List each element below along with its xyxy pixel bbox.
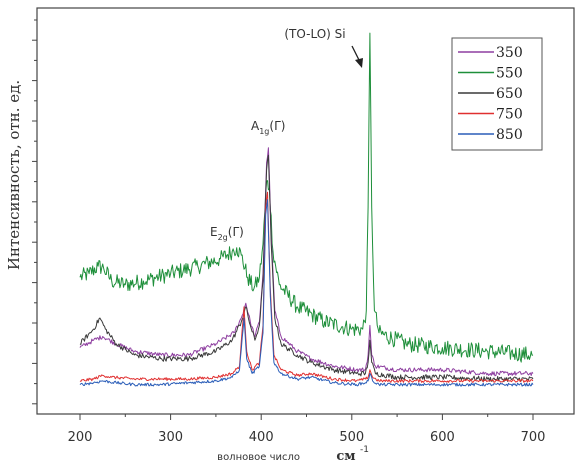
x-axis-unit: см <box>336 449 355 464</box>
series-line-650 <box>79 154 534 383</box>
x-tick-label: 600 <box>430 430 455 445</box>
x-tick-label: 400 <box>249 430 274 445</box>
series-line-550 <box>79 32 534 363</box>
series-layer <box>79 32 534 387</box>
x-tick-label: 300 <box>158 430 183 445</box>
annotation-e2g-sub: 2g <box>218 233 228 242</box>
annotation-e2g-main: E <box>210 225 218 239</box>
x-tick-label: 500 <box>339 430 364 445</box>
annotation-to-lo-si: (TO-LO) Si <box>284 27 345 41</box>
x-tick-label: 700 <box>521 430 546 445</box>
y-axis-label: Интенсивность, отн. ед. <box>5 80 23 270</box>
x-axis-label: волновое число <box>217 452 300 463</box>
axes-layer: 200 300 400 500 600 700 <box>32 7 575 445</box>
annotation-e2g-tail: (Γ) <box>228 225 244 239</box>
series-line-350 <box>79 147 534 377</box>
series-line-750 <box>79 191 534 383</box>
legend-label-650: 650 <box>496 86 523 102</box>
annotation-arrowhead <box>355 58 363 68</box>
legend-box <box>451 37 543 151</box>
series-line-850 <box>79 199 534 387</box>
legend-label-750: 750 <box>496 107 523 123</box>
x-axis-unit-exp: -1 <box>360 445 369 455</box>
annotation-e2g: E2g(Γ) <box>210 225 244 242</box>
x-tick-label: 200 <box>68 430 93 445</box>
label-layer: Интенсивность, отн. ед. волновое число с… <box>5 80 369 464</box>
plot-frame <box>36 7 575 415</box>
legend-label-350: 350 <box>496 45 523 61</box>
legend-label-550: 550 <box>496 66 523 82</box>
annotation-a1g: A1g(Γ) <box>251 119 285 136</box>
annotation-a1g-tail: (Γ) <box>269 119 285 133</box>
annotation-a1g-main: A <box>251 119 260 133</box>
annotation-a1g-sub: 1g <box>259 127 269 136</box>
legend: 350 550 650 750 850 <box>451 37 543 151</box>
legend-label-850: 850 <box>496 127 523 143</box>
